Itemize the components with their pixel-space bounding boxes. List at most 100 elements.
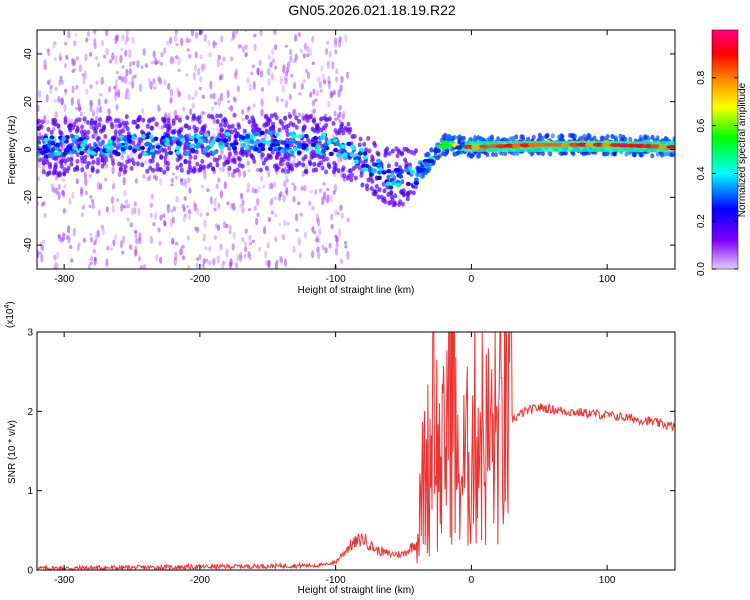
heatmap-cell (324, 136, 329, 142)
figure-title: GN05.2026.021.18.19.R22 (288, 2, 456, 18)
heatmap-cell (381, 170, 387, 175)
heatmap-cell (156, 104, 160, 108)
heatmap-cell (97, 122, 102, 128)
heatmap-cell (72, 149, 78, 154)
heatmap-cell (264, 260, 268, 266)
heatmap-cell (248, 234, 252, 241)
heatmap-cell (223, 122, 227, 128)
heatmap-cell (278, 161, 283, 167)
heatmap-cell (90, 151, 96, 156)
heatmap-cell (273, 112, 278, 118)
heatmap-cell (227, 168, 231, 178)
heatmap-cell (280, 98, 284, 102)
heatmap-cell (427, 166, 432, 172)
heatmap-cell (153, 174, 157, 180)
heatmap-cell (461, 136, 466, 141)
heatmap-cell (89, 52, 93, 57)
heatmap-cell (89, 84, 93, 89)
heatmap-cell (82, 116, 87, 122)
heatmap-cell (205, 212, 210, 216)
heatmap-cell (283, 115, 288, 121)
heatmap-cell (188, 209, 192, 215)
heatmap-cell (260, 152, 265, 158)
heatmap-cell (170, 183, 174, 187)
heatmap-cell (228, 229, 232, 235)
heatmap-cell (312, 88, 316, 95)
heatmap-cell (256, 67, 260, 76)
heatmap-cell (292, 245, 296, 254)
heatmap-cell (413, 177, 419, 182)
heatmap-cell (124, 199, 128, 205)
heatmap-cell (63, 103, 67, 113)
heatmap-cell (456, 150, 460, 156)
heatmap-cell (163, 155, 168, 161)
heatmap-cell (385, 181, 391, 186)
heatmap-cell (117, 89, 121, 98)
heatmap-cell (218, 74, 222, 81)
heatmap-cell (303, 184, 307, 192)
heatmap-cell (311, 61, 315, 65)
heatmap-cell (279, 191, 283, 198)
heatmap-cell (228, 224, 232, 231)
heatmap-cell (125, 68, 129, 77)
heatmap-cell (215, 162, 220, 168)
heatmap-cell (69, 244, 73, 250)
heatmap-cell (241, 109, 245, 115)
heatmap-cell (225, 248, 229, 258)
heatmap-cell (162, 169, 167, 175)
heatmap-cell (220, 61, 224, 66)
heatmap-cell (180, 37, 184, 47)
heatmap-cell (273, 181, 277, 189)
heatmap-cell (195, 126, 200, 132)
heatmap-cell (319, 160, 324, 166)
snr-series-line (37, 332, 675, 570)
heatmap-cell (303, 133, 309, 139)
heatmap-cell (152, 50, 156, 59)
heatmap-cell (142, 173, 146, 179)
heatmap-cell (155, 162, 160, 168)
heatmap-cell (256, 148, 262, 154)
heatmap-cell (194, 149, 199, 155)
heatmap-cell (292, 133, 297, 139)
heatmap-cell (298, 253, 302, 258)
heatmap-cell (67, 225, 71, 234)
heatmap-cell (99, 182, 103, 191)
heatmap-cell (201, 264, 205, 268)
heatmap-cell (63, 158, 68, 164)
heatmap-cell (105, 258, 109, 268)
heatmap-cell (149, 212, 153, 218)
heatmap-cell (200, 126, 205, 132)
heatmap-cell (450, 146, 454, 152)
heatmap-cell (309, 151, 314, 157)
heatmap-cell (105, 118, 110, 124)
heatmap-cell (157, 60, 161, 65)
heatmap-cell (131, 161, 136, 166)
heatmap-cell (237, 156, 242, 162)
heatmap-cell (189, 135, 195, 141)
heatmap-cell (57, 183, 61, 191)
heatmap-cell (239, 192, 244, 200)
heatmap-cell (87, 263, 91, 269)
heatmap-cell (348, 168, 353, 174)
heatmap-cell (256, 197, 260, 207)
heatmap-cell (294, 38, 298, 42)
heatmap-cell (124, 49, 128, 57)
heatmap-cell (181, 244, 185, 249)
heatmap-cell (376, 151, 381, 157)
heatmap-cell (303, 168, 308, 174)
heatmap-cell (333, 209, 338, 216)
y-tick-label: 0 (27, 566, 33, 577)
heatmap-cell (300, 83, 304, 90)
heatmap-cell (429, 147, 434, 153)
heatmap-cell (387, 200, 392, 206)
heatmap-cell (162, 118, 167, 124)
heatmap-cell (298, 92, 302, 96)
heatmap-cell (154, 121, 159, 127)
heatmap-cell (148, 158, 153, 164)
heatmap-cell (280, 140, 286, 145)
heatmap-cell (56, 151, 62, 156)
heatmap-cell (43, 63, 48, 68)
heatmap-cell (128, 49, 132, 53)
heatmap-cell (216, 126, 220, 133)
heatmap-cell (82, 159, 87, 164)
